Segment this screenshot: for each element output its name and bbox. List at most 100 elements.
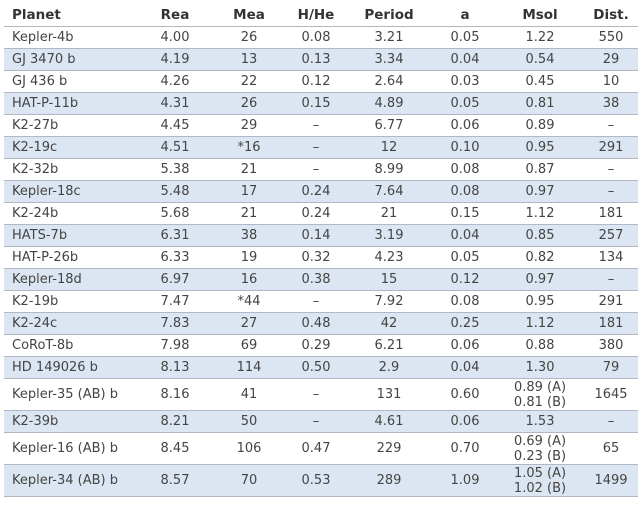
cell-period: 42 xyxy=(344,312,434,335)
header-row: Planet Rea Mea H/He Period a Msol Dist. xyxy=(4,4,638,27)
cell-rea: 4.31 xyxy=(140,92,210,115)
cell-rea: 6.97 xyxy=(140,268,210,291)
cell-dist: 380 xyxy=(584,334,638,357)
cell-rea: 7.83 xyxy=(140,312,210,335)
cell-planet: K2-24c xyxy=(4,312,140,335)
cell-a: 0.70 xyxy=(434,432,496,465)
cell-rea: 5.48 xyxy=(140,180,210,203)
cell-dist: 79 xyxy=(584,356,638,379)
cell-rea: 8.16 xyxy=(140,378,210,411)
cell-dist: 65 xyxy=(584,432,638,465)
cell-msol: 0.97 xyxy=(496,268,584,291)
cell-dist: – xyxy=(584,410,638,433)
cell-period: 2.9 xyxy=(344,356,434,379)
cell-period: 131 xyxy=(344,378,434,411)
cell-dist: 134 xyxy=(584,246,638,269)
cell-dist: 10 xyxy=(584,70,638,93)
cell-h-he: 0.08 xyxy=(288,26,344,49)
table-row: K2-19b 7.47 *44–7.92 0.08 0.95 291 xyxy=(4,290,638,313)
table-row: Kepler-35 (AB) b 8.16 41–131 0.60 0.89 (A) 0.… xyxy=(4,378,638,411)
cell-period: 15 xyxy=(344,268,434,291)
table-row: CoRoT-8b 7.98 69 0.29 6.21 0.06 0.88 380 xyxy=(4,334,638,357)
cell-h-he: 0.13 xyxy=(288,48,344,71)
cell-dist: 1645 xyxy=(584,378,638,411)
cell-a: 0.06 xyxy=(434,410,496,433)
cell-rea: 5.68 xyxy=(140,202,210,225)
cell-planet: HAT-P-11b xyxy=(4,92,140,115)
cell-mea: 70 xyxy=(210,464,288,497)
cell-a: 0.04 xyxy=(434,48,496,71)
cell-h-he: – xyxy=(288,136,344,159)
cell-planet: Kepler-18d xyxy=(4,268,140,291)
cell-rea: 8.45 xyxy=(140,432,210,465)
cell-dist: – xyxy=(584,180,638,203)
table-row: GJ 3470 b 4.19 13 0.13 3.34 0.04 0.54 29 xyxy=(4,48,638,71)
table-row: HAT-P-26b 6.33 19 0.32 4.23 0.05 0.82 134 xyxy=(4,246,638,269)
cell-rea: 4.00 xyxy=(140,26,210,49)
cell-a: 0.04 xyxy=(434,356,496,379)
cell-planet: K2-24b xyxy=(4,202,140,225)
cell-mea: 19 xyxy=(210,246,288,269)
cell-planet: K2-27b xyxy=(4,114,140,137)
table-row: K2-19c 4.51 *16–12 0.10 0.95 291 xyxy=(4,136,638,159)
cell-period: 4.89 xyxy=(344,92,434,115)
cell-rea: 4.51 xyxy=(140,136,210,159)
cell-msol: 0.69 (A) 0.23 (B) xyxy=(496,432,584,465)
cell-h-he: – xyxy=(288,378,344,411)
cell-a: 0.05 xyxy=(434,246,496,269)
cell-planet: Kepler-4b xyxy=(4,26,140,49)
cell-planet: K2-39b xyxy=(4,410,140,433)
column-header-msol: Msol xyxy=(522,7,558,23)
cell-mea: 22 xyxy=(210,70,288,93)
cell-h-he: 0.15 xyxy=(288,92,344,115)
column-header-h-he: H/He xyxy=(297,7,335,23)
cell-mea: 26 xyxy=(210,26,288,49)
cell-a: 0.04 xyxy=(434,224,496,247)
cell-dist: 181 xyxy=(584,312,638,335)
cell-h-he: 0.12 xyxy=(288,70,344,93)
cell-planet: HD 149026 b xyxy=(4,356,140,379)
cell-dist: 1499 xyxy=(584,464,638,497)
cell-a: 1.09 xyxy=(434,464,496,497)
cell-rea: 7.98 xyxy=(140,334,210,357)
table-row: Kepler-18c 5.48 17 0.24 7.64 0.08 0.97– xyxy=(4,180,638,203)
cell-planet: HATS-7b xyxy=(4,224,140,247)
cell-rea: 4.26 xyxy=(140,70,210,93)
cell-period: 7.92 xyxy=(344,290,434,313)
cell-h-he: 0.48 xyxy=(288,312,344,335)
cell-mea: 27 xyxy=(210,312,288,335)
cell-a: 0.08 xyxy=(434,180,496,203)
table-row: Kepler-34 (AB) b 8.57 70 0.53 289 1.09 1.05 (A… xyxy=(4,464,638,497)
cell-period: 289 xyxy=(344,464,434,497)
cell-h-he: – xyxy=(288,114,344,137)
cell-planet: Kepler-18c xyxy=(4,180,140,203)
cell-msol: 1.12 xyxy=(496,202,584,225)
cell-planet: K2-19b xyxy=(4,290,140,313)
cell-h-he: 0.38 xyxy=(288,268,344,291)
table-row: Kepler-4b 4.00 26 0.08 3.21 0.05 1.22 550 xyxy=(4,26,638,49)
cell-period: 21 xyxy=(344,202,434,225)
cell-period: 6.21 xyxy=(344,334,434,357)
cell-rea: 8.13 xyxy=(140,356,210,379)
cell-mea: 13 xyxy=(210,48,288,71)
cell-mea: 38 xyxy=(210,224,288,247)
cell-mea: 17 xyxy=(210,180,288,203)
cell-mea: 106 xyxy=(210,432,288,465)
cell-msol: 1.12 xyxy=(496,312,584,335)
cell-msol: 0.95 xyxy=(496,290,584,313)
cell-a: 0.06 xyxy=(434,114,496,137)
column-header-planet: Planet xyxy=(12,7,61,23)
cell-a: 0.08 xyxy=(434,290,496,313)
cell-msol: 0.87 xyxy=(496,158,584,181)
cell-planet: Kepler-35 (AB) b xyxy=(4,378,140,411)
cell-msol: 1.22 xyxy=(496,26,584,49)
cell-a: 0.06 xyxy=(434,334,496,357)
column-header-a: a xyxy=(460,7,470,23)
cell-dist: 291 xyxy=(584,136,638,159)
cell-mea: 114 xyxy=(210,356,288,379)
cell-msol: 0.81 xyxy=(496,92,584,115)
cell-rea: 6.33 xyxy=(140,246,210,269)
cell-dist: 181 xyxy=(584,202,638,225)
cell-msol: 0.89 (A) 0.81 (B) xyxy=(496,378,584,411)
cell-a: 0.08 xyxy=(434,158,496,181)
